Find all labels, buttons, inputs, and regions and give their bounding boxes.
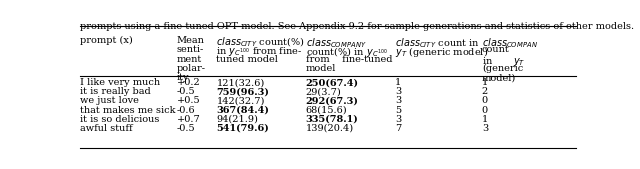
Text: -0.6: -0.6 [177,105,195,115]
Text: $\mathit{class}_{\mathit{CITY}}$ count(%): $\mathit{class}_{\mathit{CITY}}$ count(%… [216,36,305,50]
Text: $\mathit{class}_{\mathit{COMPAN}}$: $\mathit{class}_{\mathit{COMPAN}}$ [482,36,538,50]
Text: $\mathit{class}_{\mathit{CITY}}$ count in: $\mathit{class}_{\mathit{CITY}}$ count i… [395,36,480,50]
Text: prompts using a fine-tuned OPT model. See Appendix 9.2 for sample generations an: prompts using a fine-tuned OPT model. Se… [80,22,634,31]
Text: 759(96.3): 759(96.3) [216,87,269,96]
Text: I like very much: I like very much [81,78,161,87]
Text: $\mathit{y}_T$ (generic model): $\mathit{y}_T$ (generic model) [395,45,488,59]
Text: it is so delicious: it is so delicious [81,115,160,124]
Text: in $\mathit{y}_{C^{100}}$ from fine-: in $\mathit{y}_{C^{100}}$ from fine- [216,45,303,58]
Text: ity: ity [177,73,189,82]
Text: count(%) in $\mathit{y}_{C^{100}}$: count(%) in $\mathit{y}_{C^{100}}$ [306,45,388,59]
Text: count: count [482,45,509,54]
Text: in       $\mathit{y}_T$: in $\mathit{y}_T$ [482,55,525,68]
Text: 1: 1 [482,115,488,124]
Text: 3: 3 [395,96,401,105]
Text: 1: 1 [395,78,401,87]
Text: 29(3.7): 29(3.7) [306,87,341,96]
Text: -0.5: -0.5 [177,124,195,133]
Text: ment: ment [177,55,202,64]
Text: 3: 3 [395,115,401,124]
Text: it is really bad: it is really bad [81,87,151,96]
Text: 0: 0 [482,105,488,115]
Text: Mean: Mean [177,36,205,45]
Text: prompt (x): prompt (x) [81,36,133,45]
Text: 541(79.6): 541(79.6) [216,124,269,133]
Text: 292(67.3): 292(67.3) [306,96,358,105]
Text: 5: 5 [395,105,401,115]
Text: 335(78.1): 335(78.1) [306,115,358,124]
Text: that makes me sick: that makes me sick [81,105,176,115]
Text: we just love: we just love [81,96,140,105]
Text: (generic: (generic [482,64,523,73]
Text: 250(67.4): 250(67.4) [306,78,358,87]
Text: $\mathit{class}_{\mathit{COMPANY}}$: $\mathit{class}_{\mathit{COMPANY}}$ [306,36,366,50]
Text: 139(20.4): 139(20.4) [306,124,354,133]
Text: 3: 3 [395,87,401,96]
Text: model): model) [482,73,516,82]
Text: 2: 2 [482,87,488,96]
Text: senti-: senti- [177,45,204,54]
Text: polar-: polar- [177,64,205,73]
Text: +0.2: +0.2 [177,78,200,87]
Text: 0: 0 [482,96,488,105]
Text: 7: 7 [395,124,401,133]
Text: from    fine-tuned: from fine-tuned [306,55,392,64]
Text: 1: 1 [482,78,488,87]
Text: +0.7: +0.7 [177,115,200,124]
Text: model: model [306,64,336,73]
Text: 367(84.4): 367(84.4) [216,105,269,115]
Text: 142(32.7): 142(32.7) [216,96,265,105]
Text: tuned model: tuned model [216,55,278,64]
Text: 68(15.6): 68(15.6) [306,105,348,115]
Text: 3: 3 [482,124,488,133]
Text: +0.5: +0.5 [177,96,200,105]
Text: 94(21.9): 94(21.9) [216,115,259,124]
Text: -0.5: -0.5 [177,87,195,96]
Text: awful stuff: awful stuff [81,124,133,133]
Text: 121(32.6): 121(32.6) [216,78,265,87]
